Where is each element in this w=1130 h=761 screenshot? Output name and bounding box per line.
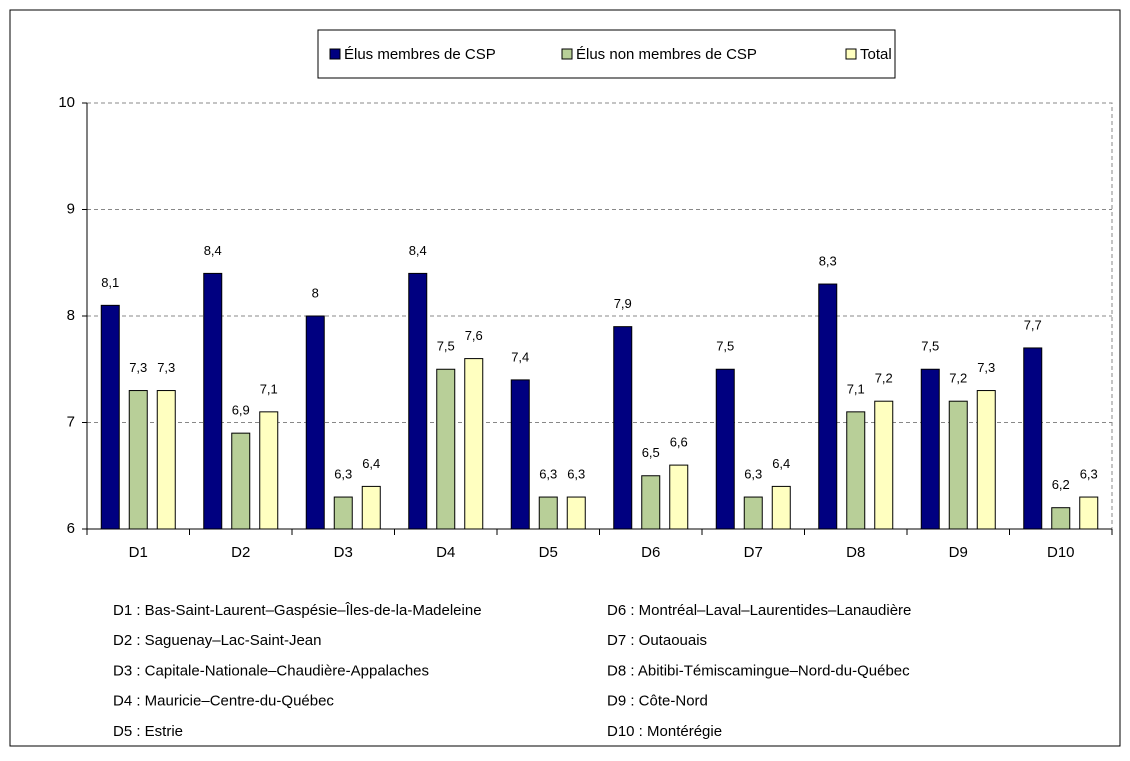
value-label: 7,2 bbox=[875, 371, 893, 386]
y-tick-label: 8 bbox=[67, 307, 75, 324]
note: D5 : Estrie bbox=[113, 723, 183, 740]
note: D10 : Montérégie bbox=[607, 723, 722, 740]
bar bbox=[231, 432, 251, 530]
bar bbox=[100, 304, 120, 530]
legend-label: Élus non membres de CSP bbox=[576, 46, 757, 63]
value-label: 6,2 bbox=[1052, 477, 1070, 492]
x-tick-label: D8 bbox=[846, 544, 865, 561]
bar bbox=[669, 464, 689, 530]
bar bbox=[641, 475, 661, 530]
value-label: 6,4 bbox=[362, 456, 380, 471]
value-label: 7,1 bbox=[260, 381, 278, 396]
value-label: 6,3 bbox=[567, 466, 585, 481]
bar bbox=[333, 496, 353, 530]
legend-label: Élus membres de CSP bbox=[344, 46, 496, 63]
bar bbox=[920, 368, 940, 530]
y-tick-label: 10 bbox=[58, 94, 75, 111]
bar bbox=[743, 496, 763, 530]
note: D1 : Bas-Saint-Laurent–Gaspésie–Îles-de-… bbox=[113, 602, 482, 619]
x-tick-label: D1 bbox=[129, 544, 148, 561]
bar bbox=[948, 400, 968, 530]
bar bbox=[613, 326, 633, 530]
x-tick-label: D10 bbox=[1047, 544, 1075, 561]
value-label: 7,5 bbox=[716, 339, 734, 354]
value-label: 6,3 bbox=[334, 466, 352, 481]
y-tick-label: 9 bbox=[67, 200, 75, 217]
x-tick-label: D4 bbox=[436, 544, 455, 561]
bar bbox=[436, 368, 456, 530]
bar bbox=[976, 390, 996, 530]
x-tick-label: D9 bbox=[949, 544, 968, 561]
note: D6 : Montréal–Laval–Laurentides–Lanaudiè… bbox=[607, 602, 911, 619]
note: D9 : Côte-Nord bbox=[607, 693, 708, 710]
value-label: 6,6 bbox=[670, 435, 688, 450]
bar bbox=[156, 390, 176, 530]
bar bbox=[874, 400, 894, 530]
bar bbox=[1079, 496, 1099, 530]
value-label: 8,4 bbox=[204, 243, 222, 258]
x-tick-label: D2 bbox=[231, 544, 250, 561]
value-label: 8,1 bbox=[101, 275, 119, 290]
value-label: 7,3 bbox=[977, 360, 995, 375]
bar bbox=[128, 390, 148, 530]
bar bbox=[1023, 347, 1043, 530]
legend-swatch bbox=[329, 48, 341, 60]
y-tick-label: 6 bbox=[67, 520, 75, 537]
bar bbox=[305, 315, 325, 530]
x-tick-label: D3 bbox=[334, 544, 353, 561]
bar bbox=[361, 485, 381, 530]
value-label: 7,5 bbox=[921, 339, 939, 354]
legend-swatch bbox=[561, 48, 573, 60]
x-tick-label: D5 bbox=[539, 544, 558, 561]
bar bbox=[566, 496, 586, 530]
legend-swatch bbox=[845, 48, 857, 60]
value-label: 7,6 bbox=[465, 328, 483, 343]
note: D7 : Outaouais bbox=[607, 632, 707, 649]
bar bbox=[846, 411, 866, 530]
legend-label: Total bbox=[860, 46, 892, 63]
legend-box bbox=[317, 29, 896, 79]
x-tick-label: D6 bbox=[641, 544, 660, 561]
value-label: 7,2 bbox=[949, 371, 967, 386]
value-label: 7,1 bbox=[847, 381, 865, 396]
note: D4 : Mauricie–Centre-du-Québec bbox=[113, 693, 334, 710]
value-label: 6,3 bbox=[744, 466, 762, 481]
bar bbox=[715, 368, 735, 530]
value-label: 6,5 bbox=[642, 445, 660, 460]
bar bbox=[259, 411, 279, 530]
bar bbox=[510, 379, 530, 530]
value-label: 8,3 bbox=[819, 253, 837, 268]
value-label: 6,9 bbox=[232, 403, 250, 418]
note: D3 : Capitale-Nationale–Chaudière-Appala… bbox=[113, 662, 429, 679]
value-label: 6,3 bbox=[1080, 466, 1098, 481]
value-label: 7,3 bbox=[157, 360, 175, 375]
value-label: 8 bbox=[312, 285, 319, 300]
value-label: 7,5 bbox=[437, 339, 455, 354]
bar bbox=[1051, 507, 1071, 530]
note: D8 : Abitibi-Témiscamingue–Nord-du-Québe… bbox=[607, 662, 910, 679]
bar bbox=[538, 496, 558, 530]
bar bbox=[818, 283, 838, 530]
value-label: 8,4 bbox=[409, 243, 427, 258]
note: D2 : Saguenay–Lac-Saint-Jean bbox=[113, 632, 321, 649]
bar bbox=[203, 272, 223, 530]
value-label: 7,4 bbox=[511, 349, 529, 364]
value-label: 7,3 bbox=[129, 360, 147, 375]
value-label: 6,4 bbox=[772, 456, 790, 471]
bar bbox=[464, 358, 484, 530]
value-label: 7,7 bbox=[1024, 317, 1042, 332]
value-label: 6,3 bbox=[539, 466, 557, 481]
bar bbox=[408, 272, 428, 530]
bar bbox=[771, 485, 791, 530]
y-tick-label: 7 bbox=[67, 413, 75, 430]
x-tick-label: D7 bbox=[744, 544, 763, 561]
value-label: 7,9 bbox=[614, 296, 632, 311]
